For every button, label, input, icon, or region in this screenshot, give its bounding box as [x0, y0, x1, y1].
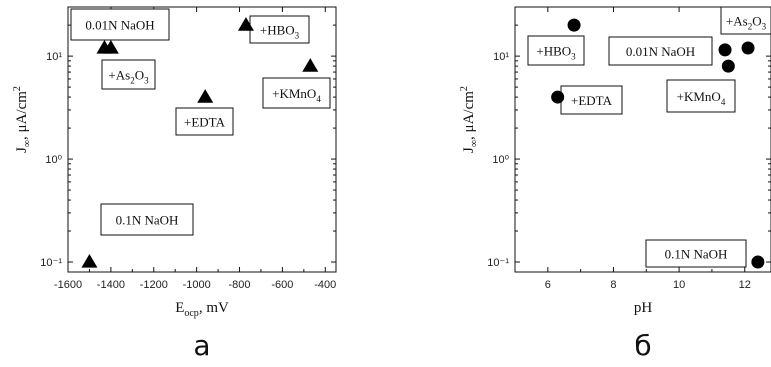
- annotation-label: +HBO3: [536, 44, 576, 62]
- y-axis-title: J∞, μA/cm2: [12, 86, 33, 153]
- x-tick-label: -1400: [97, 279, 125, 291]
- annotation-label: +HBO3: [260, 23, 300, 41]
- annotation-box: +EDTA: [560, 85, 623, 115]
- annotation-box: 0.01N NaOH: [608, 36, 713, 66]
- data-point-triangle: [197, 89, 214, 103]
- data-point-triangle: [302, 58, 319, 72]
- annotation-box: +As2O3: [720, 6, 771, 35]
- annotation-label: 0.1N NaOH: [665, 247, 728, 262]
- x-tick-label: -800: [229, 279, 251, 291]
- data-point-triangle: [81, 254, 98, 268]
- panel-label: б: [634, 329, 651, 362]
- annotation-label: +KMnO4: [677, 89, 726, 107]
- annotation-label: +As2O3: [108, 68, 149, 86]
- y-tick-label: 10⁰: [45, 154, 62, 166]
- x-axis-title: Eocp, mV: [175, 300, 229, 319]
- y-tick-label: 10⁻¹: [40, 257, 62, 269]
- annotation-box: 0.01N NaOH: [70, 8, 170, 41]
- data-point-circle: [718, 43, 732, 57]
- x-tick-label: 6: [545, 279, 551, 291]
- annotation-box: +EDTA: [175, 107, 234, 136]
- annotation-box: 0.1N NaOH: [645, 239, 747, 268]
- x-tick-label: 10: [673, 279, 685, 291]
- x-tick-label: -400: [314, 279, 336, 291]
- x-axis-title: pH: [634, 300, 653, 316]
- x-tick-label: -600: [271, 279, 293, 291]
- y-tick-label: 10¹: [493, 51, 509, 63]
- x-tick-label: -1000: [183, 279, 211, 291]
- data-point-circle: [551, 90, 565, 104]
- annotation-label: 0.01N NaOH: [85, 18, 154, 33]
- chart-panel-2: 6 8 10 12 10⁻¹ 10⁰ 10¹ pH J∞, μA/cm2 +HBO3 +EDTA 0.…: [459, 6, 771, 362]
- annotation-label: +KMnO4: [272, 86, 321, 104]
- data-point-triangle: [237, 17, 254, 31]
- annotation-label: +EDTA: [571, 93, 613, 108]
- data-point-circle: [741, 41, 755, 55]
- annotation-box: +HBO3: [527, 35, 585, 66]
- y-tick-label: 10⁰: [492, 154, 509, 166]
- plot-frame: [514, 6, 771, 273]
- data-point-circle: [567, 18, 581, 32]
- annotation-label: +As2O3: [726, 14, 767, 32]
- annotation-label: +EDTA: [184, 115, 226, 130]
- annotation-label: 0.01N NaOH: [626, 44, 695, 59]
- plot-frame: [67, 6, 337, 273]
- chart-panel-1: -1600 -1400 -1200 -1000 -800 -600 -400 10⁻¹ 10⁰ 1…: [12, 6, 337, 362]
- x-tick-label: 12: [739, 279, 751, 291]
- data-point-circle: [721, 59, 735, 73]
- annotation-box: 0.1N NaOH: [100, 203, 194, 236]
- annotation-box: +HBO3: [249, 15, 310, 44]
- y-tick-label: 10⁻¹: [487, 257, 509, 269]
- annotation-label: 0.1N NaOH: [116, 213, 179, 228]
- annotation-box: +KMnO4: [262, 77, 331, 109]
- panel-label: а: [193, 329, 210, 362]
- x-tick-label: -1200: [140, 279, 168, 291]
- annotation-box: +KMnO4: [666, 79, 736, 113]
- annotation-box: +As2O3: [101, 59, 156, 90]
- x-tick-label: 8: [610, 279, 616, 291]
- x-tick-label: -1600: [54, 279, 82, 291]
- y-tick-label: 10¹: [46, 51, 62, 63]
- data-point-triangle: [102, 39, 119, 54]
- data-point-circle: [751, 255, 765, 269]
- y-axis-title: J∞, μA/cm2: [459, 86, 480, 153]
